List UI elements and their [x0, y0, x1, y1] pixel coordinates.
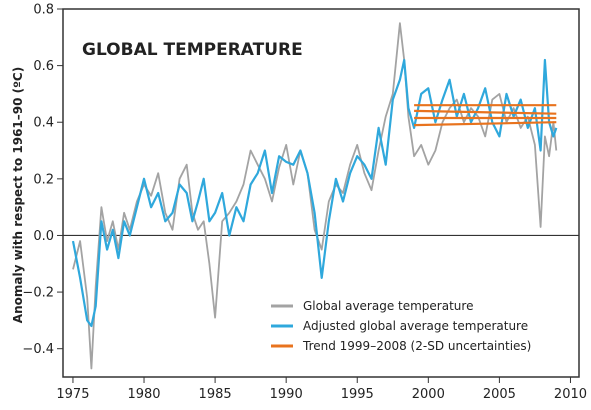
y-tick-label-1: −0.2: [22, 286, 54, 301]
legend-label-trend: Trend 1999–2008 (2-SD uncertainties): [302, 339, 531, 353]
y-tick-label-3: 0.2: [33, 172, 54, 187]
y-axis-label: Anomaly with respect to 1961–90 (ºC): [11, 67, 25, 323]
x-tick-label-1975: 1975: [56, 387, 89, 402]
legend: Global average temperature Adjusted glob…: [271, 299, 531, 353]
x-tick-label-2010: 2010: [554, 387, 587, 402]
legend-label-adjusted: Adjusted global average temperature: [303, 319, 528, 333]
x-axis: 1975 1980 1985 1990 1995 2000 2005 2010: [56, 377, 587, 402]
chart-title: GLOBAL TEMPERATURE: [82, 40, 303, 60]
series-adjusted-line: [71, 58, 558, 328]
series-trend-line-1: [414, 109, 557, 115]
y-tick-label-2: 0.0: [33, 229, 54, 244]
x-tick-label-2000: 2000: [412, 387, 445, 402]
y-tick-label-6: 0.8: [33, 3, 54, 18]
x-tick-label-1985: 1985: [199, 387, 232, 402]
x-tick-label-1980: 1980: [127, 387, 160, 402]
x-tick-label-1990: 1990: [270, 387, 303, 402]
y-tick-label-0: −0.4: [22, 342, 54, 357]
y-axis: −0.4 −0.2 0.0 0.2 0.4 0.6 0.8: [22, 3, 63, 357]
legend-label-global: Global average temperature: [303, 299, 473, 313]
x-tick-label-1995: 1995: [341, 387, 374, 402]
series-trend-line-3: [414, 121, 557, 127]
y-tick-label-5: 0.6: [33, 59, 54, 74]
series-layer: [71, 22, 558, 370]
x-tick-label-2005: 2005: [483, 387, 516, 402]
y-tick-label-4: 0.4: [33, 116, 54, 131]
plot-frame: [62, 8, 580, 378]
